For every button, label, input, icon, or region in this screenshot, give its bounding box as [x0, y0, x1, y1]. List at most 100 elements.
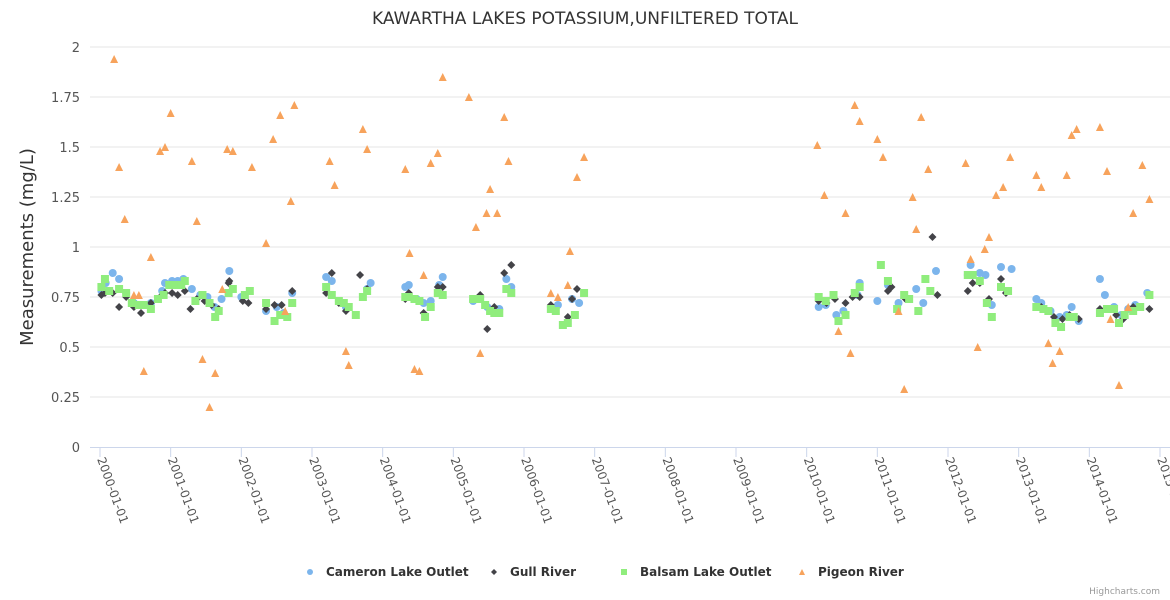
data-point[interactable] [855, 283, 864, 291]
data-point[interactable] [127, 299, 136, 307]
data-point[interactable] [401, 165, 410, 173]
data-point[interactable] [900, 385, 909, 393]
data-point[interactable] [244, 299, 253, 307]
data-point[interactable] [433, 149, 442, 157]
data-point[interactable] [1032, 303, 1041, 311]
data-point[interactable] [211, 369, 220, 377]
legend-item[interactable]: Balsam Lake Outlet [621, 565, 772, 579]
data-point[interactable] [187, 157, 196, 165]
data-point[interactable] [262, 299, 271, 307]
data-point[interactable] [483, 325, 492, 333]
legend-item[interactable]: Pigeon River [799, 565, 904, 579]
data-point[interactable] [223, 145, 232, 153]
data-point[interactable] [973, 343, 982, 351]
data-point[interactable] [286, 197, 295, 205]
data-point[interactable] [122, 289, 131, 297]
data-point[interactable] [186, 305, 195, 313]
data-point[interactable] [1055, 347, 1064, 355]
data-point[interactable] [134, 291, 143, 299]
data-point[interactable] [247, 163, 256, 171]
data-point[interactable] [283, 313, 292, 321]
data-point[interactable] [330, 181, 339, 189]
data-point[interactable] [841, 209, 850, 217]
data-point[interactable] [1129, 209, 1138, 217]
data-point[interactable] [502, 275, 511, 283]
data-point[interactable] [153, 295, 162, 303]
data-point[interactable] [924, 165, 933, 173]
data-point[interactable] [1095, 123, 1104, 131]
data-point[interactable] [546, 289, 555, 297]
data-point[interactable] [288, 299, 297, 307]
data-point[interactable] [900, 291, 909, 299]
data-point[interactable] [476, 349, 485, 357]
data-point[interactable] [813, 141, 822, 149]
data-point[interactable] [426, 303, 435, 311]
data-point[interactable] [919, 299, 928, 307]
data-point[interactable] [108, 269, 117, 277]
data-point[interactable] [493, 209, 502, 217]
data-point[interactable] [156, 147, 165, 155]
data-point[interactable] [490, 309, 499, 317]
data-point[interactable] [987, 313, 996, 321]
data-point[interactable] [504, 157, 513, 165]
data-point[interactable] [565, 247, 574, 255]
data-point[interactable] [502, 285, 511, 293]
data-point[interactable] [982, 299, 991, 307]
data-point[interactable] [980, 245, 989, 253]
data-point[interactable] [1062, 171, 1071, 179]
data-point[interactable] [850, 289, 859, 297]
legend-symbol-circle-icon[interactable] [307, 569, 313, 575]
data-point[interactable] [281, 307, 290, 315]
data-point[interactable] [438, 291, 447, 299]
data-point[interactable] [1067, 303, 1076, 311]
data-point[interactable] [366, 279, 375, 287]
data-point[interactable] [97, 283, 106, 291]
data-point[interactable] [228, 285, 237, 293]
data-point[interactable] [1103, 167, 1111, 175]
data-point[interactable] [433, 289, 442, 297]
data-point[interactable] [1124, 303, 1133, 311]
data-point[interactable] [829, 291, 838, 299]
data-point[interactable] [205, 403, 214, 411]
data-point[interactable] [1110, 305, 1119, 313]
data-point[interactable] [415, 367, 424, 375]
data-point[interactable] [546, 305, 555, 313]
data-point[interactable] [1057, 323, 1066, 331]
legend-label[interactable]: Gull River [510, 565, 576, 579]
data-point[interactable] [563, 319, 572, 327]
data-point[interactable] [110, 55, 119, 63]
data-point[interactable] [225, 277, 234, 285]
data-point[interactable] [1145, 305, 1154, 313]
data-point[interactable] [159, 291, 168, 299]
data-point[interactable] [172, 281, 181, 289]
data-point[interactable] [1072, 125, 1081, 133]
data-point[interactable] [224, 289, 233, 297]
data-point[interactable] [1120, 311, 1129, 319]
data-point[interactable] [834, 317, 843, 325]
data-point[interactable] [334, 297, 343, 305]
data-point[interactable] [975, 277, 984, 285]
data-point[interactable] [100, 275, 109, 283]
data-point[interactable] [262, 239, 271, 247]
data-point[interactable] [912, 285, 921, 293]
data-point[interactable] [495, 309, 504, 317]
data-point[interactable] [1051, 319, 1060, 327]
data-point[interactable] [322, 283, 331, 291]
data-point[interactable] [507, 289, 516, 297]
data-point[interactable] [245, 287, 254, 295]
legend-label[interactable]: Pigeon River [818, 565, 904, 579]
data-point[interactable] [134, 301, 143, 309]
data-point[interactable] [1145, 291, 1154, 299]
data-point[interactable] [276, 311, 285, 319]
data-point[interactable] [270, 317, 279, 325]
data-point[interactable] [1115, 319, 1124, 327]
data-point[interactable] [912, 225, 921, 233]
data-point[interactable] [961, 159, 970, 167]
data-point[interactable] [146, 305, 155, 313]
data-point[interactable] [558, 321, 567, 329]
data-point[interactable] [322, 273, 331, 281]
data-point[interactable] [1129, 307, 1138, 315]
data-point[interactable] [1039, 305, 1048, 313]
data-point[interactable] [214, 307, 223, 315]
data-point[interactable] [1069, 313, 1078, 321]
